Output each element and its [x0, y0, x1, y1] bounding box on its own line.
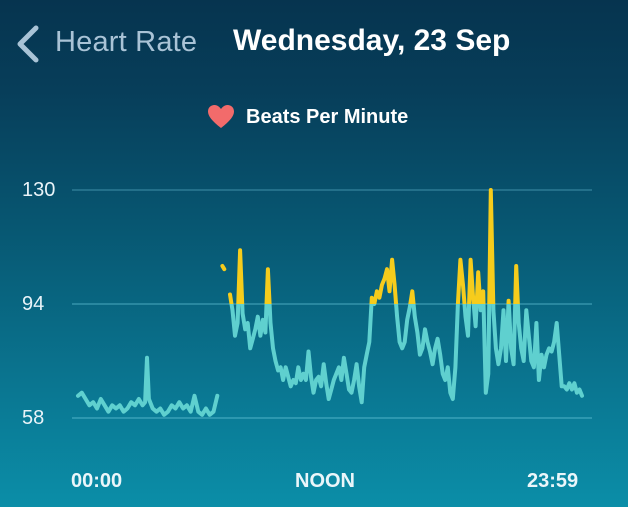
heart-rate-line-elevated — [220, 188, 520, 304]
x-tick-end: 23:59 — [527, 470, 579, 492]
heart-icon — [208, 105, 234, 128]
x-tick-start: 00:00 — [71, 470, 123, 492]
page-title: Wednesday, 23 Sep — [233, 24, 511, 57]
legend-label: Beats Per Minute — [246, 105, 409, 128]
heart-rate-screen: Heart Rate Wednesday, 23 Sep Beats Per M… — [0, 0, 628, 507]
chart-legend: Beats Per Minute — [208, 104, 408, 130]
gridlines — [72, 189, 592, 419]
back-button-label[interactable]: Heart Rate — [55, 26, 198, 58]
header: Heart Rate Wednesday, 23 Sep — [0, 18, 628, 68]
heart-rate-line-normal — [76, 304, 584, 417]
back-chevron-icon[interactable] — [14, 24, 44, 64]
y-tick-58: 58 — [22, 407, 45, 429]
y-tick-130: 130 — [22, 179, 56, 201]
x-tick-noon: NOON — [295, 470, 355, 492]
heart-rate-chart[interactable] — [0, 0, 628, 507]
y-tick-94: 94 — [22, 293, 45, 315]
